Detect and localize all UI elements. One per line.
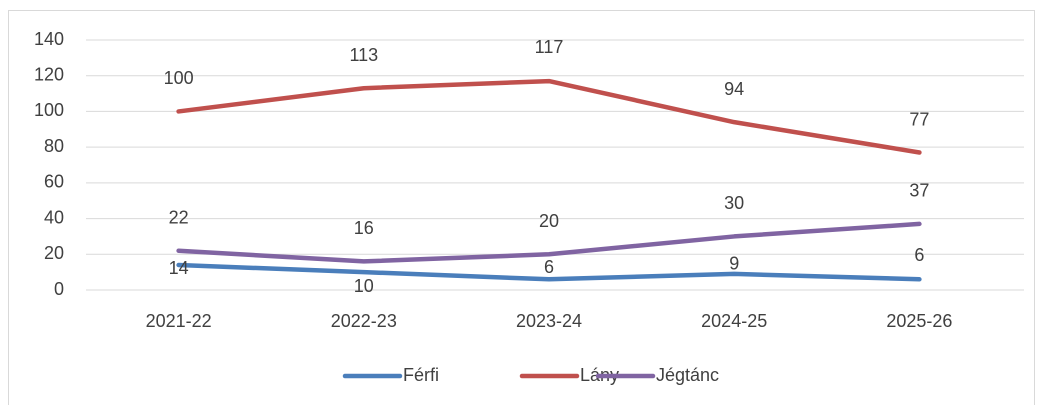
y-tick-label: 100 xyxy=(34,100,64,120)
y-tick-label: 80 xyxy=(44,136,64,156)
data-label: 113 xyxy=(349,45,378,65)
data-label: 30 xyxy=(724,193,744,213)
data-label: 94 xyxy=(724,79,744,99)
legend-label: Férfi xyxy=(403,365,439,385)
y-tick-label: 120 xyxy=(34,64,64,84)
data-label: 77 xyxy=(909,109,929,129)
x-tick-label: 2024-25 xyxy=(701,311,767,331)
y-tick-label: 0 xyxy=(54,279,64,299)
y-tick-label: 60 xyxy=(44,172,64,192)
data-label: 10 xyxy=(354,276,374,296)
legend-label: Jégtánc xyxy=(656,365,719,385)
series-line xyxy=(176,262,922,282)
data-label: 6 xyxy=(914,245,924,265)
series-line xyxy=(176,221,922,264)
x-tick-label: 2022-23 xyxy=(331,311,397,331)
data-label: 117 xyxy=(535,37,564,57)
data-label: 14 xyxy=(169,258,189,278)
y-tick-label: 40 xyxy=(44,207,64,227)
chart-frame xyxy=(8,10,1035,405)
x-tick-label: 2021-22 xyxy=(146,311,212,331)
data-label: 16 xyxy=(354,218,374,238)
series-line xyxy=(176,78,922,155)
x-tick-label: 2025-26 xyxy=(886,311,952,331)
data-label: 100 xyxy=(164,68,194,88)
data-label: 37 xyxy=(909,181,929,201)
x-tick-label: 2023-24 xyxy=(516,311,582,331)
data-label: 6 xyxy=(544,257,554,277)
y-tick-label: 20 xyxy=(44,243,64,263)
data-label: 9 xyxy=(729,254,739,274)
data-label: 22 xyxy=(169,207,189,227)
data-label: 20 xyxy=(539,211,559,231)
y-tick-label: 140 xyxy=(34,29,64,49)
